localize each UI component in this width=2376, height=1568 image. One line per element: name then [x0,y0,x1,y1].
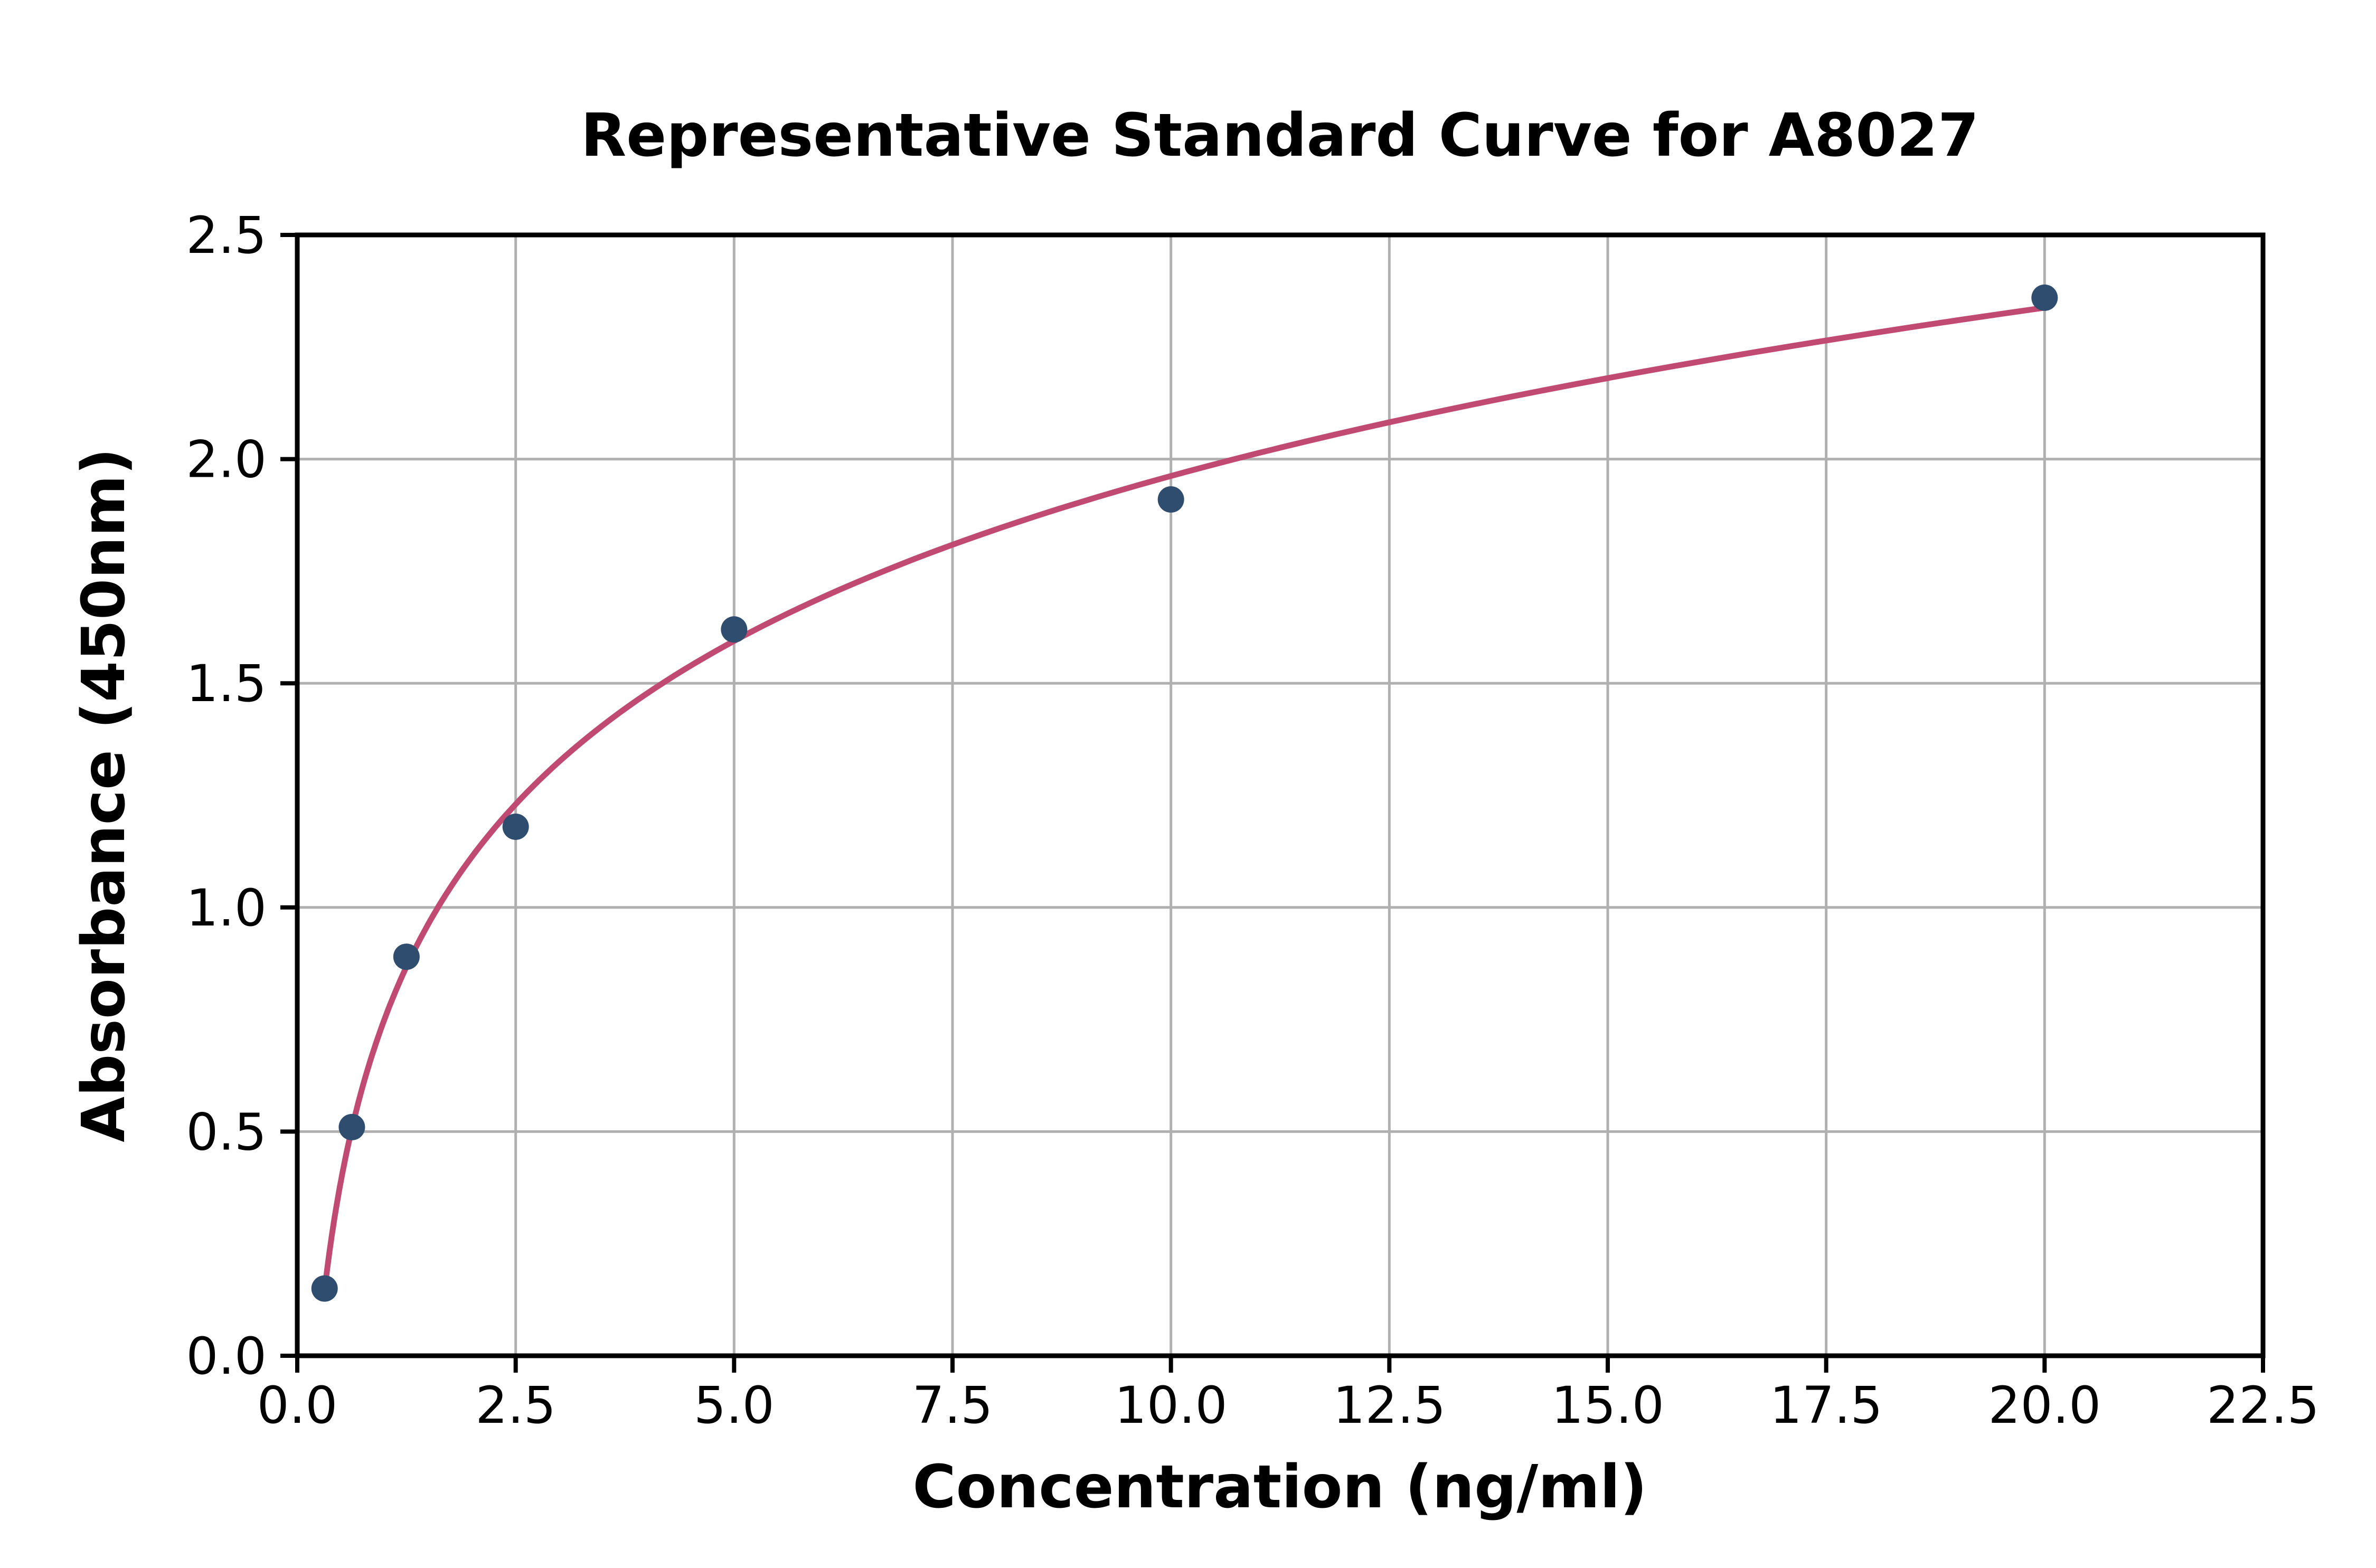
data-point [338,1113,365,1140]
y-tick-label: 1.5 [186,654,267,713]
y-tick-label: 1.0 [186,879,267,938]
y-tick-label: 2.5 [186,206,267,265]
y-axis-label: Absorbance (450nm) [70,448,138,1142]
y-tick-label: 0.5 [186,1102,267,1161]
chart-title: Representative Standard Curve for A8027 [581,101,1979,170]
data-point [502,813,529,840]
x-tick-label: 20.0 [1988,1376,2101,1435]
ticks-layer [280,233,2265,1373]
data-point [1157,486,1184,513]
x-tick-label: 0.0 [257,1376,338,1435]
x-tick-label: 15.0 [1551,1376,1664,1435]
data-point [721,616,748,643]
data-point [2031,284,2058,311]
y-tick-label: 0.0 [186,1327,267,1386]
tick-label-layer: 0.0 2.5 5.0 7.5 10.0 12.5 15.0 17.5 20.0 22.5 0.0 0… [186,206,2320,1435]
x-tick-label: 7.5 [912,1376,993,1435]
fit-curve [322,305,2048,1293]
points-layer [311,284,2058,1302]
x-tick-label: 17.5 [1770,1376,1883,1435]
data-point [311,1275,338,1302]
x-tick-label: 10.0 [1115,1376,1228,1435]
x-tick-label: 2.5 [475,1376,556,1435]
x-tick-label: 12.5 [1333,1376,1446,1435]
grid-layer [296,233,2265,1357]
x-tick-label: 5.0 [694,1376,775,1435]
curve-layer [322,305,2048,1293]
x-tick-label: 22.5 [2207,1376,2320,1435]
x-axis-label: Concentration (ng/ml) [912,1453,1647,1522]
axes-layer [295,232,2266,1358]
y-tick-label: 2.0 [186,430,267,489]
data-point [393,943,420,970]
